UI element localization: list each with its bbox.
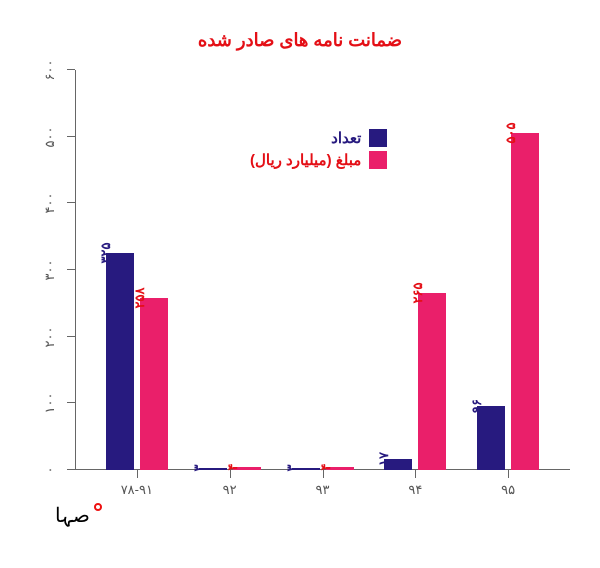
x-axis-label: ۹۳ <box>316 482 330 498</box>
y-axis-line <box>75 70 76 470</box>
y-axis-label: ۳۰۰ <box>42 255 58 285</box>
x-tick <box>415 470 416 478</box>
legend-item: مبلغ (میلیارد ریال) <box>250 151 387 169</box>
y-tick <box>67 336 75 337</box>
y-axis-label: ۰ <box>42 455 58 485</box>
x-tick <box>508 470 509 478</box>
bar-label: ۲۵۸ <box>132 288 154 309</box>
x-tick <box>323 470 324 478</box>
bar-count: ۳۲۵ <box>106 253 134 470</box>
legend-swatch <box>369 151 387 169</box>
x-axis-label: ۹۵ <box>501 482 515 498</box>
bar-amount: ۴ <box>233 467 261 470</box>
legend-label: تعداد <box>331 129 361 147</box>
x-tick <box>230 470 231 478</box>
ornament-dot-icon <box>94 503 102 511</box>
bar-count: ۱۷ <box>384 459 412 470</box>
bar-amount: ۵۰۵ <box>511 133 539 470</box>
y-axis-label: ۶۰۰ <box>42 55 58 85</box>
bar-label: ۳۲۵ <box>98 243 120 264</box>
bar-label: ۴ <box>225 464 247 471</box>
y-tick <box>67 269 75 270</box>
bar-label: ۲۶۵ <box>410 283 432 304</box>
x-axis-label: ۷۸-۹۱ <box>121 482 153 498</box>
bar-amount: ۲۶۵ <box>418 293 446 470</box>
chart-legend: تعداد مبلغ (میلیارد ریال) <box>250 125 387 173</box>
y-tick <box>67 136 75 137</box>
x-axis-label: ۹۴ <box>408 482 422 498</box>
legend-label: مبلغ (میلیارد ریال) <box>250 151 361 169</box>
ornament-glyph-icon: صہا <box>55 503 90 528</box>
y-tick <box>67 202 75 203</box>
y-tick <box>67 402 75 403</box>
bar-count: ۳ <box>292 468 320 470</box>
bar-label: ۹۶ <box>469 399 491 413</box>
y-axis-label: ۵۰۰ <box>42 122 58 152</box>
chart-title: ضمانت نامه های صادر شده <box>0 30 600 51</box>
bar-count: ۹۶ <box>477 406 505 470</box>
y-tick <box>67 469 75 470</box>
x-tick <box>137 470 138 478</box>
legend-item: تعداد <box>250 129 387 147</box>
bar-label: ۱۷ <box>376 452 398 466</box>
bar-label: ۴ <box>318 464 340 471</box>
bar-amount: ۲۵۸ <box>140 298 168 470</box>
footer-ornament: صہا <box>55 503 102 528</box>
bar-label: ۳ <box>284 465 306 472</box>
y-tick <box>67 69 75 70</box>
y-axis-label: ۲۰۰ <box>42 322 58 352</box>
bar-amount: ۴ <box>326 467 354 470</box>
y-axis-label: ۴۰۰ <box>42 188 58 218</box>
chart-area: ۰۱۰۰۲۰۰۳۰۰۴۰۰۵۰۰۶۰۰۷۸-۹۱۳۲۵۲۵۸۹۲۳۴۹۳۳۴۹۴… <box>75 70 570 470</box>
x-axis-label: ۹۲ <box>223 482 237 498</box>
bar-count: ۳ <box>199 468 227 470</box>
y-axis-label: ۱۰۰ <box>42 388 58 418</box>
legend-swatch <box>369 129 387 147</box>
bar-label: ۵۰۵ <box>503 123 525 144</box>
bar-label: ۳ <box>191 465 213 472</box>
